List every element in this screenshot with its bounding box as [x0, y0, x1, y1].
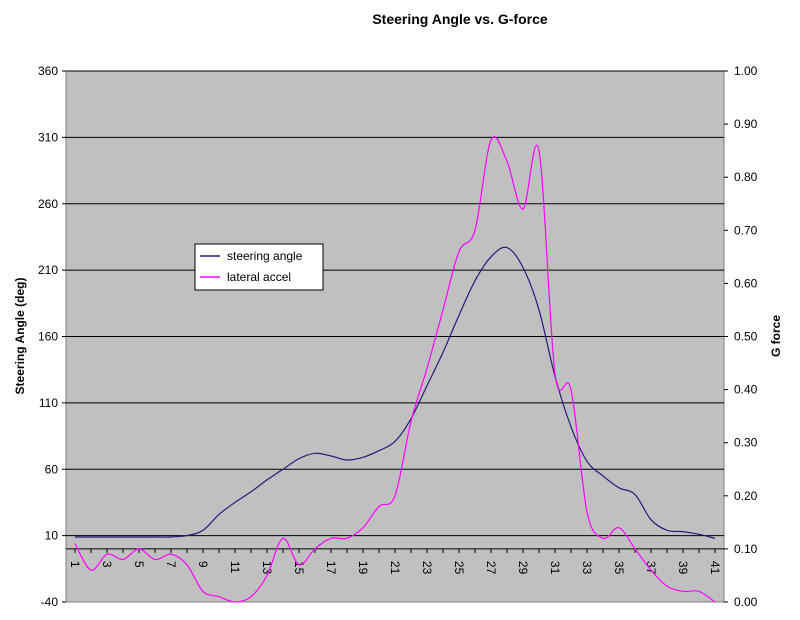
- y-tick-label: 260: [38, 197, 58, 211]
- y2-tick-label: 0.20: [734, 489, 758, 503]
- legend-label-steering-angle: steering angle: [227, 249, 303, 263]
- y2-tick-label: 0.60: [734, 276, 758, 290]
- series-group: [74, 136, 716, 603]
- y-axis-label-right: G force: [769, 315, 783, 357]
- y2-tick-label: 1.00: [734, 64, 758, 78]
- y-axis-left: -40 10 60 110 160 210 260 310 360: [38, 64, 66, 609]
- x-tick-label: 33: [580, 561, 594, 575]
- y-tick-label: 210: [38, 263, 58, 277]
- y-tick-label: 160: [38, 330, 58, 344]
- x-tick-label: 5: [132, 561, 146, 568]
- legend: steering angle lateral accel: [194, 243, 324, 291]
- y2-tick-label: 0.40: [734, 383, 758, 397]
- y2-tick-label: 0.70: [734, 223, 758, 237]
- x-tick-label: 1: [68, 561, 82, 568]
- legend-box: [194, 243, 324, 291]
- x-tick-label: 19: [356, 561, 370, 575]
- y-tick-label: -40: [41, 595, 59, 609]
- y-axis-label-left: Steering Angle (deg): [13, 278, 27, 395]
- series-line-lateral-accel: [74, 136, 716, 603]
- x-tick-label: 39: [676, 561, 690, 575]
- x-tick-label: 37: [644, 561, 658, 575]
- y-tick-label: 60: [45, 462, 59, 476]
- legend-label-lateral-accel: lateral accel: [227, 270, 291, 284]
- x-tick-label: 25: [452, 561, 466, 575]
- chart-title: Steering Angle vs. G-force: [372, 11, 548, 27]
- x-tick-label: 31: [548, 561, 562, 575]
- y2-tick-label: 0.50: [734, 330, 758, 344]
- y-tick-label: 310: [38, 130, 58, 144]
- x-tick-label: 35: [612, 561, 626, 575]
- series-line-steering-angle: [75, 246, 716, 539]
- x-axis: 1 3 5 7 9 11 13 15 17 19 21 23 25 27 29 31 33 35 37 39 41: [68, 548, 722, 575]
- x-tick-label: 41: [708, 561, 722, 575]
- y2-tick-label: 0.80: [734, 170, 758, 184]
- x-tick-label: 23: [420, 561, 434, 575]
- y-axis-right: 0.00 0.10 0.20 0.30 0.40 0.50 0.60 0.70 0.80 0.90…: [724, 64, 758, 609]
- x-tick-label: 29: [516, 561, 530, 575]
- x-tick-label: 11: [228, 561, 242, 574]
- x-tick-label: 13: [260, 561, 274, 575]
- y2-tick-label: 0.00: [734, 595, 758, 609]
- y-tick-label: 10: [45, 529, 59, 543]
- x-tick-label: 21: [388, 561, 402, 575]
- x-tick-label: 3: [100, 561, 114, 568]
- y2-tick-label: 0.30: [734, 436, 758, 450]
- x-tick-label: 27: [484, 561, 498, 575]
- x-tick-label: 9: [196, 561, 210, 568]
- y2-tick-label: 0.90: [734, 117, 758, 131]
- y-tick-label: 360: [38, 64, 58, 78]
- x-tick-label: 17: [324, 561, 338, 575]
- x-tick-label: 7: [164, 561, 178, 568]
- y2-tick-label: 0.10: [734, 542, 758, 556]
- y-tick-label: 110: [39, 396, 58, 410]
